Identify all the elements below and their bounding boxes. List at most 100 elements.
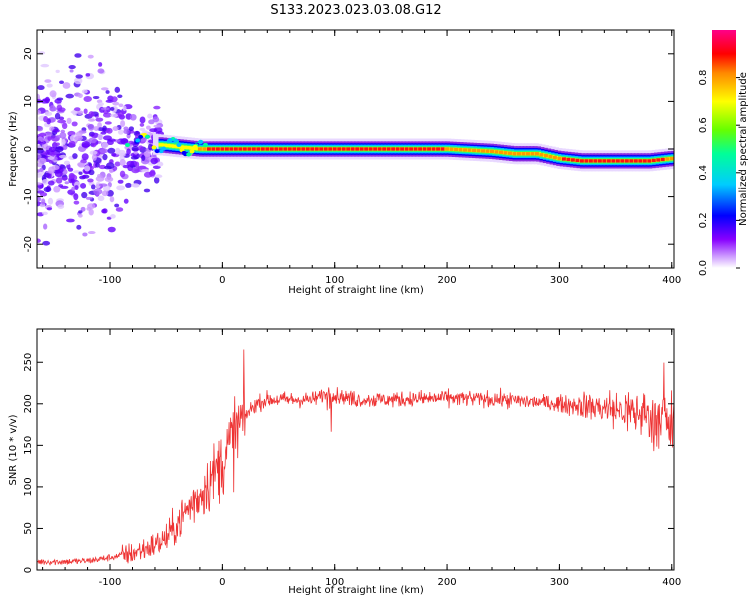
- spectrogram-noise-blob: [80, 206, 86, 212]
- spectrogram-noise-blob: [119, 159, 126, 166]
- spectrogram-ridge-cell: [197, 147, 202, 151]
- spectrogram-ridge-cell: [588, 159, 593, 163]
- spectrogram-noise-blob: [117, 94, 123, 99]
- spectrogram-xtick-label: 400: [662, 275, 681, 286]
- spectrogram-noise-blob: [152, 116, 160, 123]
- spectrogram-noise-blob: [117, 111, 124, 118]
- spectrogram-noise-blob: [101, 208, 107, 214]
- spectrogram-noise-blob: [81, 141, 91, 148]
- spectrogram-noise-blob: [107, 226, 116, 233]
- spectrogram-noise-blob: [81, 89, 88, 94]
- spectrogram-noise-blob: [48, 146, 56, 153]
- spectrogram-noise-blob: [105, 99, 114, 103]
- spectrogram-ridge-cell: [427, 147, 432, 151]
- snr-xtick-label: 200: [438, 577, 457, 588]
- spectrogram-noise-blob: [134, 161, 140, 169]
- spectrogram-ridge-cell: [521, 152, 526, 156]
- spectrogram-noise-blob: [37, 93, 41, 101]
- spectrogram-ridge-cell: [274, 147, 279, 151]
- spectrogram-ridge-cell: [359, 147, 364, 151]
- spectrogram-ridge-cell: [530, 152, 535, 156]
- spectrogram-noise-blob: [97, 195, 105, 202]
- spectrogram-noise-blob: [41, 178, 50, 185]
- spectrogram-noise-blob: [62, 144, 68, 151]
- spectrogram-noise-blob: [109, 196, 115, 203]
- spectrogram-noise-blob: [101, 190, 109, 197]
- spectrogram-ridge-cell: [224, 147, 229, 151]
- spectrogram-noise-blob: [116, 185, 126, 191]
- spectrogram-noise-blob: [105, 90, 110, 94]
- snr-frame: [36, 328, 675, 571]
- spectrogram-ridge-cell: [584, 159, 589, 163]
- spectrogram-band-cell: [185, 146, 191, 150]
- spectrogram-ridge-cell: [328, 147, 333, 151]
- spectrogram-noise-blob: [63, 160, 71, 166]
- spectrogram-noise-blob: [80, 183, 87, 189]
- spectrogram-noise-blob: [88, 137, 97, 144]
- spectrogram-noise-blob: [37, 109, 42, 115]
- spectrogram-noise-blob: [148, 143, 153, 151]
- spectrogram-noise-blob: [100, 87, 109, 91]
- spectrogram-band-cell: [172, 144, 178, 148]
- spectrogram-noise-blob: [97, 122, 102, 129]
- spectrogram-ridge-cell: [534, 152, 539, 156]
- spectrogram-noise-blob: [49, 90, 57, 98]
- spectrogram-noise-blob: [106, 162, 115, 170]
- spectrogram-ridge-cell: [323, 147, 328, 151]
- spectrogram-noise-blob: [57, 204, 65, 209]
- spectrogram-noise-blob: [87, 123, 95, 131]
- spectrogram-noise-blob: [153, 105, 161, 110]
- spectrogram-noise-blob: [112, 126, 119, 131]
- snr-series-line: [37, 349, 674, 566]
- snr-xlabel: Height of straight line (km): [288, 585, 424, 596]
- spectrogram-noise-blob: [69, 69, 74, 73]
- spectrogram-ridge-cell: [669, 156, 674, 161]
- spectrogram-onset-blob: [154, 149, 160, 154]
- spectrogram-ridge-cell: [422, 147, 427, 151]
- spectrogram-ridge-cell: [292, 147, 297, 151]
- spectrogram-ridge-cell: [472, 148, 477, 153]
- spectrogram-noise-blob: [56, 104, 63, 112]
- spectrogram-noise-blob: [74, 53, 82, 58]
- spectrogram-ridge-cell: [561, 157, 566, 161]
- spectrogram-noise-blob: [61, 139, 66, 146]
- spectrogram-noise-blob: [130, 156, 139, 160]
- spectrogram-noise-blob: [78, 210, 83, 214]
- spectrogram-ridge-cell: [660, 157, 665, 162]
- colorbar-tick-label: 0.6: [698, 117, 709, 133]
- spectrogram-noise-blob: [147, 113, 153, 119]
- spectrogram-noise-blob: [118, 103, 124, 108]
- colorbar: 0.0 0.2 0.4 0.6 0.8 Normalized spectral ampl…: [698, 30, 749, 276]
- spectrogram-noise-blob: [39, 167, 44, 172]
- spectrogram-noise-blob: [97, 133, 104, 141]
- spectrogram-noise-blob: [88, 111, 95, 118]
- spectrogram-noise-blob: [73, 200, 80, 205]
- spectrogram-xtick-label: -100: [99, 275, 122, 286]
- spectrogram-ytick-label: -20: [23, 236, 34, 252]
- spectrogram-noise-blob: [73, 193, 79, 201]
- colorbar-label: Normalized spectral amplitude: [738, 72, 749, 226]
- spectrogram-ridge-cell: [418, 147, 423, 151]
- spectrogram-ridge-cell: [602, 159, 607, 163]
- spectrogram-noise-blob: [76, 224, 82, 230]
- spectrogram-ridge-cell: [382, 147, 387, 151]
- spectrogram-noise-blob: [78, 171, 83, 175]
- snr-xtick-label: 400: [662, 577, 681, 588]
- spectrogram-ridge-cell: [413, 147, 418, 151]
- snr-ytick-label: 250: [23, 353, 34, 372]
- spectrogram-ridge-cell: [490, 149, 494, 154]
- snr-ytick-label: 200: [23, 394, 34, 413]
- snr-xtick-label: 100: [325, 577, 344, 588]
- spectrogram-noise-blob: [49, 117, 56, 123]
- spectrogram-onset-blob: [192, 144, 198, 149]
- colorbar-tick-label: 0.0: [698, 260, 709, 276]
- snr-ticks: -100 0 100 200 300 400 0 50 100 150 200 250: [23, 329, 681, 588]
- spectrogram-ridge-cell: [278, 147, 283, 151]
- spectrogram-noise-blob: [110, 214, 116, 219]
- spectrogram-ridge-cell: [341, 147, 346, 151]
- spectrogram-noise-blob: [44, 79, 52, 83]
- spectrogram-noise-blob: [143, 188, 151, 193]
- spectrogram-ridge-cell: [265, 147, 270, 151]
- spectrogram-noise-blob: [111, 96, 118, 103]
- spectrogram-ridge-cell: [579, 159, 584, 163]
